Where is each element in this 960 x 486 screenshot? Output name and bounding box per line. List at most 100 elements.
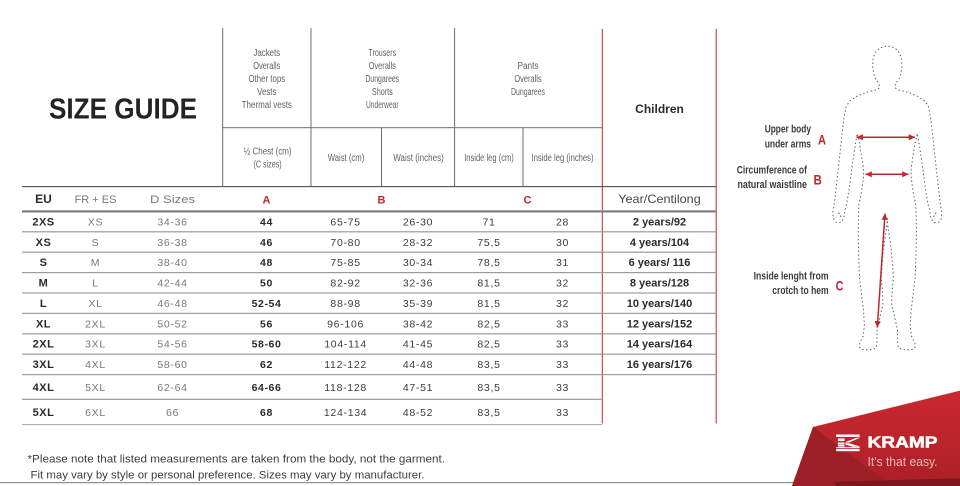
- svg-text:104-114: 104-114: [324, 339, 367, 351]
- svg-text:SIZE GUIDE: SIZE GUIDE: [49, 94, 197, 126]
- svg-text:30: 30: [556, 237, 569, 249]
- svg-text:83,5: 83,5: [477, 407, 500, 419]
- svg-text:8 years/128: 8 years/128: [630, 278, 689, 290]
- svg-text:B: B: [813, 171, 821, 187]
- svg-text:Inside leg (cm): Inside leg (cm): [464, 153, 514, 164]
- svg-text:124-134: 124-134: [324, 407, 367, 419]
- svg-text:M: M: [91, 257, 100, 269]
- svg-text:66: 66: [166, 407, 179, 419]
- svg-text:Thermal vests: Thermal vests: [242, 100, 292, 111]
- svg-text:83,5: 83,5: [477, 359, 500, 371]
- svg-text:crotch to hem: crotch to hem: [772, 285, 828, 297]
- svg-text:XS: XS: [88, 217, 103, 229]
- svg-text:Jackets: Jackets: [254, 48, 281, 59]
- svg-text:88-98: 88-98: [330, 298, 360, 310]
- svg-text:81,5: 81,5: [477, 298, 500, 310]
- svg-text:75-85: 75-85: [330, 257, 360, 269]
- svg-text:112-122: 112-122: [324, 359, 367, 371]
- svg-text:52-54: 52-54: [252, 298, 282, 310]
- svg-text:71: 71: [482, 217, 495, 229]
- svg-text:58-60: 58-60: [157, 359, 187, 371]
- svg-text:28: 28: [556, 217, 569, 229]
- svg-text:6 years/ 116: 6 years/ 116: [629, 257, 691, 269]
- svg-text:14 years/164: 14 years/164: [627, 339, 693, 351]
- svg-text:33: 33: [556, 407, 569, 419]
- svg-text:62-64: 62-64: [157, 382, 187, 394]
- svg-text:Trousers: Trousers: [368, 48, 396, 59]
- svg-text:30-34: 30-34: [403, 257, 433, 269]
- svg-text:5XL: 5XL: [33, 407, 55, 419]
- svg-text:82,5: 82,5: [477, 339, 500, 351]
- svg-text:2 years/92: 2 years/92: [633, 217, 686, 229]
- svg-text:Inside leg (inches): Inside leg (inches): [532, 153, 594, 164]
- svg-text:46-48: 46-48: [157, 298, 187, 310]
- svg-text:Inside lenght from: Inside lenght from: [754, 271, 829, 283]
- svg-text:*Please note that listed measu: *Please note that listed measurements ar…: [28, 454, 446, 466]
- svg-text:Other tops: Other tops: [248, 74, 285, 85]
- svg-text:Waist (cm): Waist (cm): [328, 153, 365, 164]
- svg-text:96-106: 96-106: [327, 318, 364, 330]
- svg-text:Year/Centilong: Year/Centilong: [618, 192, 701, 206]
- svg-text:81,5: 81,5: [477, 278, 500, 290]
- svg-text:Waist (inches): Waist (inches): [393, 153, 444, 164]
- svg-text:50: 50: [260, 278, 273, 290]
- svg-text:82-92: 82-92: [330, 278, 360, 290]
- svg-text:28-32: 28-32: [403, 237, 433, 249]
- svg-text:6XL: 6XL: [85, 407, 106, 419]
- svg-text:Shorts: Shorts: [372, 87, 393, 98]
- svg-text:48-52: 48-52: [403, 407, 433, 419]
- svg-text:118-128: 118-128: [324, 382, 367, 394]
- svg-text:XL: XL: [88, 298, 102, 310]
- svg-text:2XL: 2XL: [33, 339, 55, 351]
- svg-text:38-42: 38-42: [403, 318, 433, 330]
- svg-text:78,5: 78,5: [477, 257, 500, 269]
- svg-text:16 years/176: 16 years/176: [627, 359, 692, 371]
- svg-text:4XL: 4XL: [85, 359, 106, 371]
- svg-text:C: C: [524, 195, 532, 207]
- svg-text:26-30: 26-30: [403, 217, 433, 229]
- svg-text:3XL: 3XL: [85, 339, 106, 351]
- svg-text:XL: XL: [36, 318, 51, 330]
- svg-text:½ Chest (cm): ½ Chest (cm): [244, 146, 292, 157]
- svg-text:(C sizes): (C sizes): [254, 159, 282, 170]
- svg-text:82,5: 82,5: [477, 318, 500, 330]
- svg-text:Overalls: Overalls: [369, 61, 396, 72]
- svg-text:4 years/104: 4 years/104: [630, 237, 690, 249]
- svg-text:KRAMP: KRAMP: [868, 435, 938, 452]
- svg-text:31: 31: [556, 257, 569, 269]
- svg-text:A: A: [263, 195, 271, 207]
- svg-text:41-45: 41-45: [403, 339, 433, 351]
- svg-text:58-60: 58-60: [252, 339, 282, 351]
- svg-text:10 years/140: 10 years/140: [627, 298, 692, 310]
- svg-text:FR + ES: FR + ES: [75, 194, 117, 206]
- svg-text:38-40: 38-40: [157, 257, 187, 269]
- svg-text:Underwear: Underwear: [366, 100, 399, 111]
- svg-text:S: S: [40, 257, 48, 269]
- svg-text:32-36: 32-36: [403, 278, 433, 290]
- svg-text:33: 33: [556, 359, 569, 371]
- svg-text:32: 32: [556, 298, 569, 310]
- svg-text:It's that easy.: It's that easy.: [868, 455, 938, 469]
- svg-text:A: A: [818, 132, 826, 148]
- svg-text:Fit may vary by style or perso: Fit may vary by style or personal prefer…: [31, 470, 425, 482]
- svg-text:L: L: [92, 278, 99, 290]
- svg-text:44: 44: [260, 217, 273, 229]
- svg-text:48: 48: [260, 257, 273, 269]
- svg-text:Dungarees: Dungarees: [365, 74, 399, 85]
- svg-text:XS: XS: [36, 237, 52, 249]
- svg-text:75,5: 75,5: [477, 237, 500, 249]
- svg-text:83,5: 83,5: [477, 382, 500, 394]
- svg-text:2XL: 2XL: [85, 318, 106, 330]
- svg-text:M: M: [39, 278, 49, 290]
- svg-text:Vests: Vests: [257, 87, 276, 98]
- svg-text:35-39: 35-39: [403, 298, 433, 310]
- svg-text:34-36: 34-36: [157, 217, 187, 229]
- svg-text:2XS: 2XS: [32, 217, 54, 229]
- svg-text:32: 32: [556, 278, 569, 290]
- svg-text:42-44: 42-44: [157, 278, 187, 290]
- svg-text:EU: EU: [35, 192, 52, 206]
- svg-text:54-56: 54-56: [157, 339, 187, 351]
- svg-text:12 years/152: 12 years/152: [627, 318, 692, 330]
- svg-text:68: 68: [260, 407, 273, 419]
- svg-text:Overalls: Overalls: [253, 61, 280, 72]
